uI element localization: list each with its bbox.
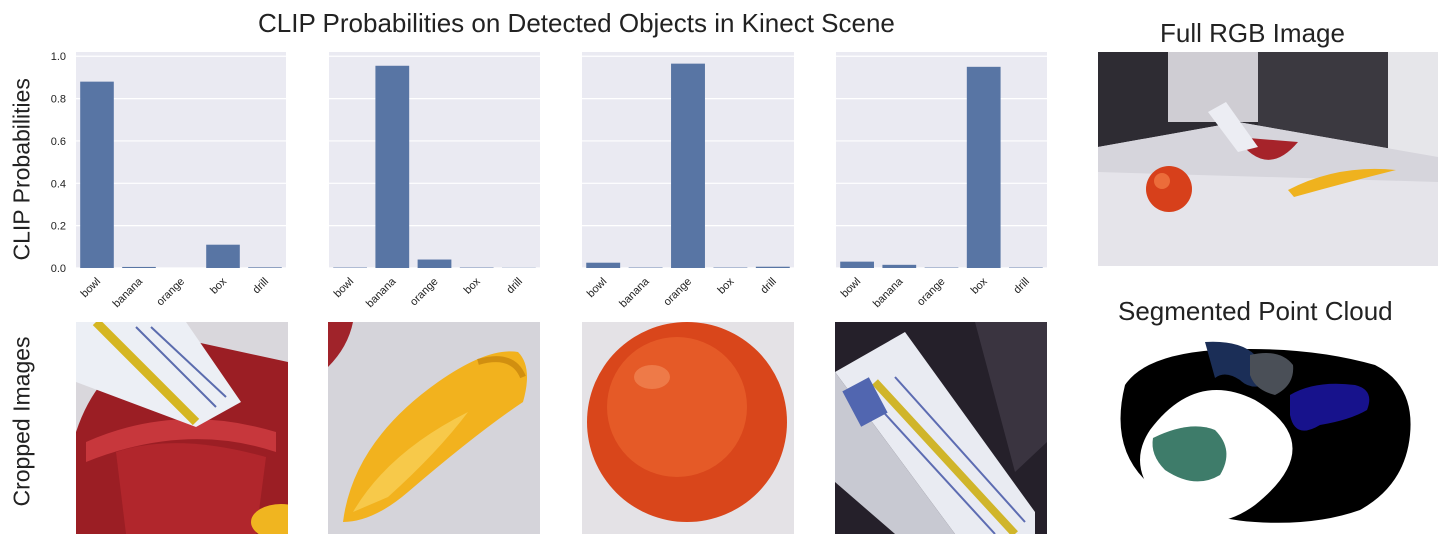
x-tick-label: bowl — [839, 276, 863, 300]
chart-3-bar-orange — [671, 63, 705, 268]
x-tick-label: bowl — [585, 276, 609, 300]
x-tick-label: box — [208, 275, 229, 296]
chart-1-bar-bowl — [80, 81, 114, 268]
x-tick-label: bowl — [332, 276, 356, 300]
x-tick-label: box — [969, 275, 990, 296]
chart-4-background — [836, 52, 1047, 268]
chart-2-bar-banana — [375, 65, 410, 268]
y-tick-label: 0.6 — [51, 136, 66, 148]
segmented-point-cloud — [1105, 330, 1425, 530]
chart-1-bar-drill — [248, 267, 282, 268]
x-tick-label: banana — [364, 275, 399, 310]
chart-2-background — [329, 52, 540, 268]
x-tick-label: drill — [1011, 276, 1032, 297]
x-tick-label: orange — [154, 276, 187, 309]
chart-4-bar-banana — [882, 264, 917, 268]
x-tick-label: box — [462, 275, 483, 296]
x-tick-label: banana — [871, 275, 906, 310]
cropped-image-orange — [582, 322, 794, 534]
chart-1-bar-banana — [122, 266, 156, 268]
rgb-image-title: Full RGB Image — [1160, 18, 1345, 48]
chart-1-bar-box — [206, 244, 240, 268]
x-tick-label: banana — [111, 275, 146, 310]
point-cloud-title: Segmented Point Cloud — [1118, 296, 1393, 326]
x-tick-label: bowl — [79, 276, 103, 300]
chart-2-bar-orange — [417, 259, 452, 268]
y-tick-label: 0.8 — [51, 94, 66, 106]
y-tick-label: 0.2 — [51, 221, 66, 233]
x-tick-label: orange — [661, 276, 694, 309]
full-rgb-image — [1098, 52, 1438, 266]
y-tick-label: 0.4 — [51, 178, 66, 190]
chart-3-bar-bowl — [586, 262, 621, 268]
chart-4-bar-bowl — [840, 261, 874, 268]
cropped-image-box — [835, 322, 1047, 534]
x-tick-label: drill — [504, 276, 525, 297]
x-tick-label: box — [715, 275, 736, 296]
chart-3-bar-drill — [755, 266, 790, 268]
cropped-image-banana — [328, 322, 540, 534]
x-tick-label: orange — [915, 276, 948, 309]
x-tick-label: drill — [758, 276, 779, 297]
figure-title: CLIP Probabilities on Detected Objects i… — [258, 8, 895, 38]
y-tick-label: 0.0 — [51, 263, 66, 275]
x-tick-label: banana — [617, 275, 652, 310]
x-tick-label: orange — [408, 276, 441, 309]
x-tick-label: drill — [251, 276, 272, 297]
y-tick-label: 1.0 — [51, 51, 66, 63]
chart-4-bar-box — [966, 66, 1001, 268]
cropped-image-bowl — [76, 322, 288, 534]
